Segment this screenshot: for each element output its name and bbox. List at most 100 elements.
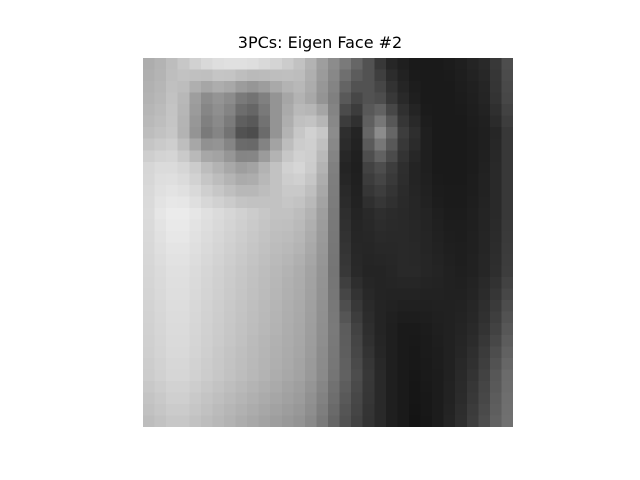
heatmap-cell: [200, 196, 213, 209]
heatmap-cell: [466, 173, 479, 186]
heatmap-cell: [466, 58, 479, 71]
heatmap-cell: [455, 323, 468, 336]
heatmap-cell: [351, 277, 364, 290]
heatmap-cell: [339, 300, 352, 313]
heatmap-cell: [501, 334, 513, 347]
heatmap-cell: [189, 369, 202, 382]
heatmap-cell: [362, 219, 375, 232]
heatmap-cell: [397, 380, 410, 394]
heatmap-cell: [166, 369, 179, 382]
heatmap-cell: [501, 196, 513, 209]
heatmap-cell: [478, 161, 491, 174]
heatmap-cell: [374, 392, 387, 405]
heatmap-cell: [501, 265, 513, 278]
heatmap-cell: [432, 81, 445, 94]
heatmap-cell: [339, 369, 352, 382]
heatmap-cell: [154, 81, 167, 94]
heatmap-cell: [143, 242, 156, 255]
heatmap-cell: [235, 334, 248, 347]
heatmap-cell: [432, 357, 445, 370]
heatmap-cell: [420, 196, 433, 209]
heatmap-cell: [200, 69, 213, 82]
heatmap-cell: [166, 92, 179, 105]
heatmap-cell: [408, 357, 422, 370]
heatmap-cell: [200, 207, 213, 221]
heatmap-cell: [177, 92, 190, 105]
heatmap-cell: [200, 277, 213, 290]
heatmap-cell: [397, 69, 410, 82]
heatmap-cell: [339, 150, 352, 163]
heatmap-cell: [270, 173, 283, 186]
heatmap-cell: [270, 92, 283, 105]
heatmap-cell: [420, 219, 433, 232]
heatmap-cell: [281, 150, 294, 163]
heatmap-cell: [339, 207, 352, 221]
heatmap-cell: [478, 242, 491, 255]
heatmap-cell: [189, 184, 202, 197]
heatmap-cell: [397, 138, 410, 151]
heatmap-cell: [154, 334, 167, 347]
heatmap-cell: [408, 415, 422, 427]
heatmap-cell: [420, 369, 433, 382]
heatmap-cell: [420, 392, 433, 405]
heatmap-cell: [189, 300, 202, 313]
heatmap-cell: [281, 219, 294, 232]
heatmap-cell: [420, 300, 433, 313]
heatmap-cell: [281, 254, 294, 267]
heatmap-cell: [408, 288, 422, 301]
heatmap-cell: [328, 288, 341, 301]
heatmap-cell: [235, 380, 248, 394]
heatmap-cell: [247, 104, 260, 117]
heatmap-cell: [397, 173, 410, 186]
heatmap-cell: [212, 265, 225, 278]
heatmap-cell: [339, 380, 352, 394]
heatmap-cell: [316, 173, 329, 186]
heatmap-cell: [328, 81, 341, 94]
heatmap-cell: [420, 138, 433, 151]
heatmap-cell: [385, 277, 398, 290]
heatmap-cell: [200, 415, 213, 427]
heatmap-cell: [281, 392, 294, 405]
heatmap-cell: [455, 138, 468, 151]
heatmap-cell: [143, 369, 156, 382]
heatmap-cell: [466, 254, 479, 267]
heatmap-cell: [374, 230, 387, 244]
heatmap-cell: [223, 277, 237, 290]
heatmap-cell: [478, 403, 491, 417]
heatmap-cell: [304, 196, 318, 209]
heatmap-cell: [281, 323, 294, 336]
heatmap-cell: [385, 403, 398, 417]
heatmap-cell: [362, 69, 375, 82]
heatmap-cell: [270, 311, 283, 324]
heatmap-cell: [154, 219, 167, 232]
heatmap-cell: [189, 277, 202, 290]
heatmap-cell: [200, 369, 213, 382]
heatmap-cell: [304, 92, 318, 105]
heatmap-cell: [501, 127, 513, 140]
heatmap-cell: [270, 104, 283, 117]
heatmap-cell: [143, 380, 156, 394]
heatmap-cell: [189, 138, 202, 151]
heatmap-cell: [281, 277, 294, 290]
heatmap-cell: [293, 196, 306, 209]
heatmap-cell: [235, 300, 248, 313]
heatmap-cell: [304, 161, 318, 174]
heatmap-cell: [339, 357, 352, 370]
heatmap-cell: [501, 150, 513, 163]
heatmap-cell: [166, 58, 179, 71]
heatmap-cell: [385, 138, 398, 151]
heatmap-cell: [374, 277, 387, 290]
heatmap-cell: [200, 150, 213, 163]
heatmap-cell: [200, 104, 213, 117]
heatmap-cell: [316, 242, 329, 255]
heatmap-cell: [258, 369, 271, 382]
heatmap-cell: [385, 81, 398, 94]
heatmap-cell: [362, 357, 375, 370]
heatmap-cell: [154, 92, 167, 105]
heatmap-cell: [455, 334, 468, 347]
heatmap-cell: [455, 184, 468, 197]
heatmap-cell: [385, 150, 398, 163]
heatmap-cell: [143, 104, 156, 117]
heatmap-cell: [328, 323, 341, 336]
